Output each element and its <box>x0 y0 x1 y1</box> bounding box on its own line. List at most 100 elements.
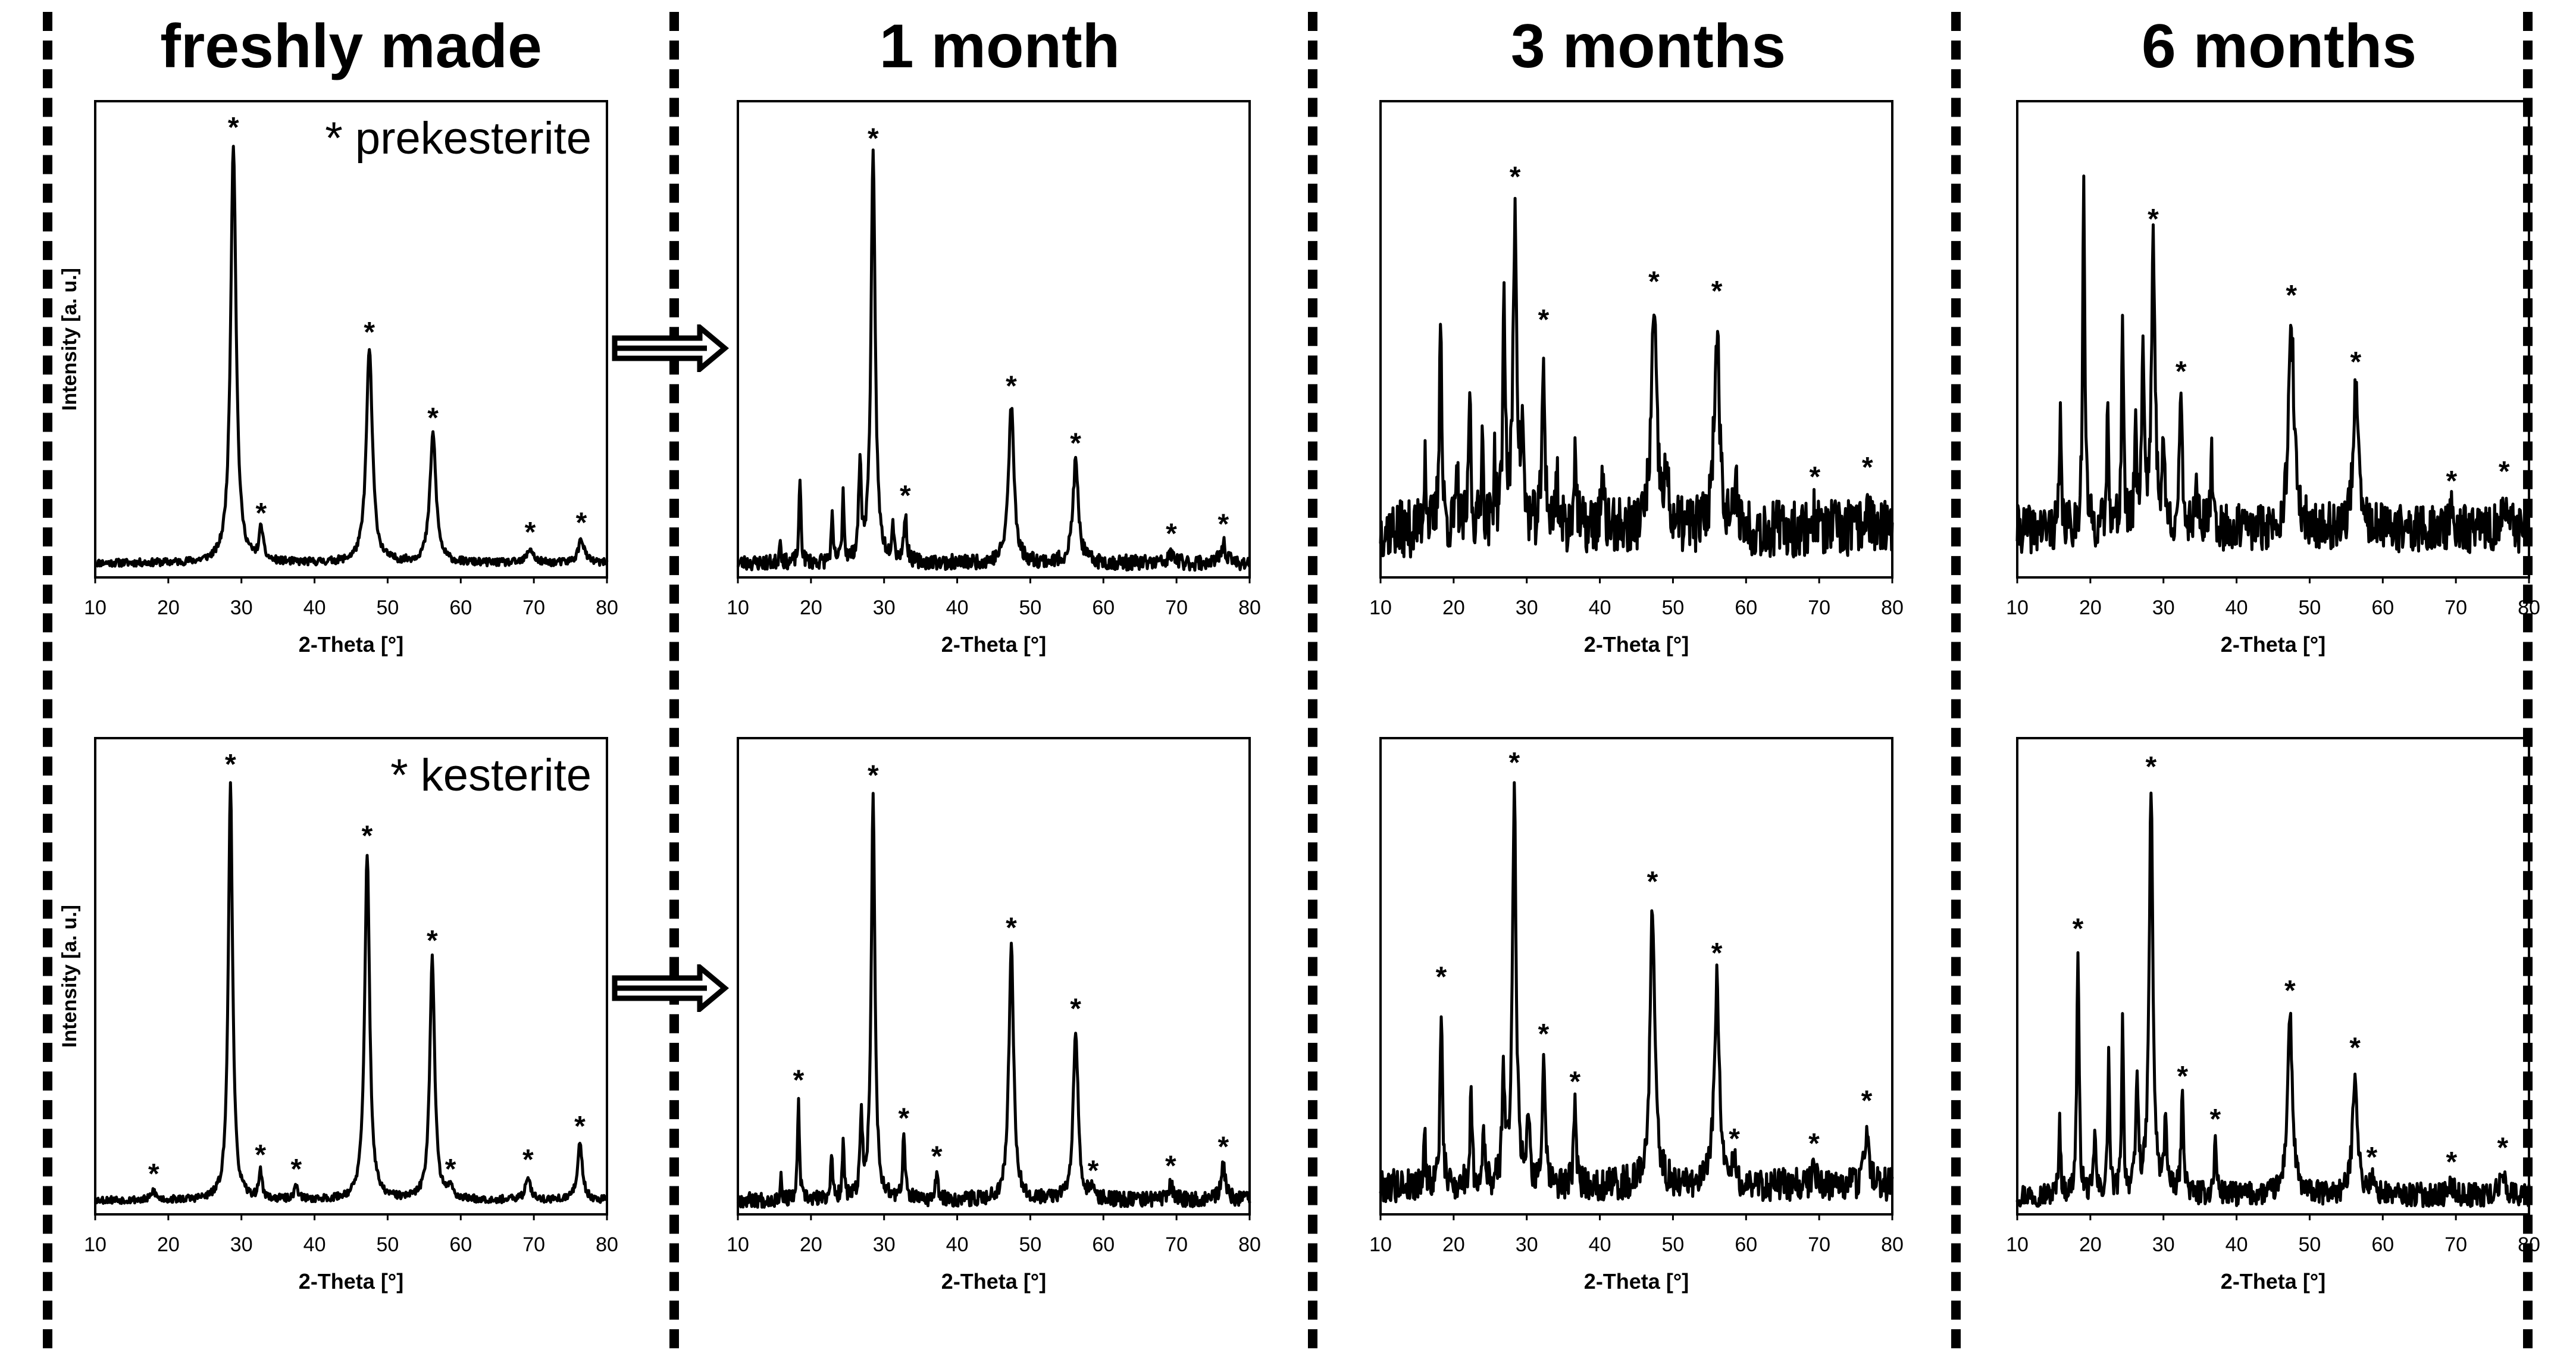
x-tick-label: 40 <box>946 1233 969 1256</box>
x-tick-label: 30 <box>1516 596 1538 619</box>
xrd-panel-1-month-prekesterite: * * * * * * 10 20 30 40 50 60 70 80 2-Theta [°] <box>727 100 1261 657</box>
plot-frame <box>737 737 1251 1216</box>
kesterite-marker-asterisk: * <box>574 1111 586 1142</box>
x-tick-label: 30 <box>873 596 896 619</box>
xrd-pattern-line <box>1379 781 1894 1204</box>
kesterite-marker-asterisk: * <box>1538 1019 1550 1050</box>
x-tick-label: 50 <box>1662 1233 1685 1256</box>
divider-left <box>43 12 52 1348</box>
x-tick-label: 40 <box>303 1233 326 1256</box>
kesterite-marker-asterisk: * <box>291 1154 302 1185</box>
x-axis-label: 2-Theta [°] <box>1584 1269 1689 1294</box>
x-tick-label: 60 <box>2371 596 2394 619</box>
divider-3 <box>1951 12 1961 1348</box>
x-tick-label: 20 <box>157 596 180 619</box>
arrow-right-icon <box>612 324 730 372</box>
kesterite-marker-asterisk: * <box>1569 1066 1580 1098</box>
kesterite-marker-asterisk: * <box>1648 266 1660 298</box>
x-tick-label: 10 <box>1369 1233 1392 1256</box>
kesterite-marker-asterisk: * <box>1088 1155 1099 1187</box>
x-tick-label: 50 <box>2299 1233 2321 1256</box>
x-tick-label: 80 <box>2518 1233 2540 1256</box>
kesterite-marker-asterisk: * <box>525 517 536 548</box>
column-title-freshly-made: freshly made <box>160 12 542 81</box>
kesterite-marker-asterisk: * <box>1006 371 1017 402</box>
x-tick-label: 60 <box>449 596 472 619</box>
kesterite-marker-asterisk: * <box>362 820 373 852</box>
x-tick-label: 40 <box>1589 596 1611 619</box>
kesterite-marker-asterisk: * <box>899 1103 910 1135</box>
xrd-panel-freshly-made-kesterite: * * * * * * * * * 10 20 30 40 50 60 70 80 2-Theta [°] Inte… <box>58 737 618 1294</box>
x-tick-label: 50 <box>2299 596 2321 619</box>
kesterite-marker-asterisk: * <box>1861 1085 1873 1117</box>
x-tick-label: 60 <box>1092 1233 1115 1256</box>
legend-box <box>352 741 602 806</box>
kesterite-marker-asterisk: * <box>931 1141 943 1173</box>
x-tick-label: 60 <box>1735 596 1757 619</box>
x-tick-label: 80 <box>1881 1233 1904 1256</box>
kesterite-marker-asterisk: * <box>1808 1128 1820 1160</box>
divider-2 <box>1308 12 1317 1348</box>
kesterite-marker-asterisk: * <box>1538 304 1550 336</box>
xrd-pattern-line <box>736 792 1251 1209</box>
xrd-panel-6-months-prekesterite: * * * * * * 10 20 30 40 50 60 70 80 2-Theta [°] <box>2006 100 2540 657</box>
x-axis-label: 2-Theta [°] <box>941 1269 1046 1294</box>
kesterite-marker-asterisk: * <box>2148 204 2159 235</box>
legend-box <box>269 104 602 169</box>
kesterite-marker-asterisk: * <box>1436 961 1447 993</box>
x-tick-label: 70 <box>522 1233 545 1256</box>
x-tick-label: 10 <box>84 1233 107 1256</box>
kesterite-marker-asterisk: * <box>2446 1146 2457 1178</box>
kesterite-marker-asterisk: * <box>2350 346 2361 378</box>
x-axis-label: 2-Theta [°] <box>2221 1269 2325 1294</box>
kesterite-marker-asterisk: * <box>2145 751 2156 783</box>
x-tick-label: 40 <box>303 596 326 619</box>
x-tick-label: 70 <box>522 596 545 619</box>
xrd-pattern-line <box>2015 791 2531 1208</box>
x-tick-label: 80 <box>1238 596 1261 619</box>
xrd-pattern-line <box>1379 196 1894 559</box>
x-tick-label: 20 <box>800 596 822 619</box>
x-tick-label: 60 <box>2371 1233 2394 1256</box>
plot-frame <box>2016 100 2530 579</box>
kesterite-marker-asterisk: * <box>576 507 587 539</box>
x-tick-label: 40 <box>2226 596 2248 619</box>
x-tick-label: 20 <box>2079 1233 2102 1256</box>
x-tick-label: 10 <box>2006 596 2029 619</box>
x-tick-label: 80 <box>1881 596 1904 619</box>
xrd-pattern-line <box>736 148 1251 572</box>
kesterite-marker-asterisk: * <box>445 1154 456 1185</box>
kesterite-marker-asterisk: * <box>2177 1061 2188 1092</box>
x-tick-label: 80 <box>596 1233 618 1256</box>
xrd-panel-6-months-kesterite: * * * * * * * * * 10 20 30 40 50 60 70 80 2-Theta [°] <box>2006 737 2540 1294</box>
kesterite-marker-asterisk: * <box>1729 1123 1740 1155</box>
x-tick-label: 30 <box>1516 1233 1538 1256</box>
kesterite-marker-asterisk: * <box>2499 456 2510 488</box>
kesterite-marker-asterisk: * <box>1862 452 1873 483</box>
plot-frame <box>94 100 608 579</box>
kesterite-marker-asterisk: * <box>2176 356 2187 388</box>
x-tick-label: 30 <box>2152 596 2175 619</box>
x-tick-label: 70 <box>2444 1233 2467 1256</box>
kesterite-marker-asterisk: * <box>868 123 879 155</box>
kesterite-marker-asterisk: * <box>2497 1132 2508 1164</box>
x-tick-label: 70 <box>1165 596 1188 619</box>
xrd-pattern-line <box>94 145 609 568</box>
kesterite-marker-asterisk: * <box>2446 466 2457 497</box>
kesterite-marker-asterisk: * <box>1711 276 1723 307</box>
column-title-3-months: 3 months <box>1510 12 1786 81</box>
kesterite-marker-asterisk: * <box>1217 509 1229 541</box>
legend-label: * prekesterite <box>325 113 591 164</box>
x-tick-label: 50 <box>377 1233 399 1256</box>
x-tick-label: 60 <box>449 1233 472 1256</box>
legend-label: * kesterite <box>390 750 591 801</box>
xrd-panel-3-months-kesterite: * * * * * * * * * 10 20 30 40 50 60 70 80 2-Theta [°] <box>1369 737 1904 1294</box>
xrd-panel-3-months-prekesterite: * * * * * * 10 20 30 40 50 60 70 80 2-Theta [°] <box>1369 100 1904 657</box>
kesterite-marker-asterisk: * <box>1510 161 1521 193</box>
x-axis-label: 2-Theta [°] <box>1584 632 1689 657</box>
kesterite-marker-asterisk: * <box>868 760 879 792</box>
x-tick-label: 80 <box>2518 596 2540 619</box>
arrow-right-icon <box>612 964 730 1012</box>
x-tick-label: 60 <box>1735 1233 1757 1256</box>
